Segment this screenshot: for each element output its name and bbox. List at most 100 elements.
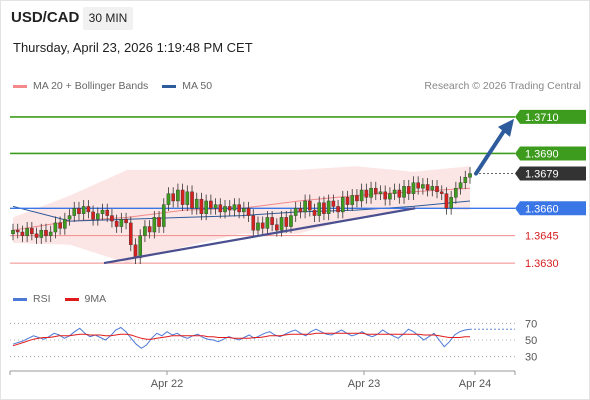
candle-body-51 (251, 215, 256, 231)
candle-body-35 (176, 189, 180, 202)
level-tag-0 (515, 109, 586, 124)
candle-body-20 (105, 209, 110, 216)
candle-body-11 (63, 219, 67, 229)
level-label-5: 1.3630 (525, 258, 559, 270)
candle-body-75 (364, 189, 369, 198)
candle-body-81 (392, 189, 397, 194)
candle-body-90 (435, 186, 439, 193)
candle-body-18 (96, 213, 100, 220)
candle-body-95 (458, 182, 463, 189)
bollinger-bands (12, 166, 471, 264)
level-label-4: 1.3645 (525, 231, 559, 243)
candle-body-38 (190, 191, 194, 209)
candle-body-27 (138, 235, 143, 258)
credit-label: Research © 2026 Trading Central (424, 80, 581, 92)
datetime-label: Thursday, April 23, 2026 1:19:48 PM CET (13, 40, 253, 55)
chart-overlays (103, 118, 514, 265)
candle-body-71 (345, 197, 350, 205)
candle-body-7 (44, 229, 48, 236)
ma9-legend-label: 9MA (84, 293, 107, 305)
candle-body-93 (449, 197, 453, 209)
level-label-0: 1.3710 (525, 112, 559, 124)
candle-body-29 (147, 226, 152, 233)
candle-body-6 (39, 229, 44, 238)
bollinger-band-area (13, 166, 470, 264)
candle-body-59 (289, 215, 293, 227)
candle-body-69 (336, 206, 340, 213)
candle-body-58 (284, 217, 289, 227)
candle-body-73 (355, 195, 359, 202)
timeframe-badge[interactable]: 30 MIN (83, 7, 133, 30)
candle-body-34 (171, 193, 175, 202)
level-label-1: 1.3690 (525, 148, 559, 160)
candle-body-65 (317, 202, 322, 216)
candle-body-1 (15, 229, 20, 233)
candle-body-17 (91, 211, 95, 220)
main-legend: MA 20 + Bollinger Bands MA 50 (13, 80, 212, 92)
ma9-legend-swatch (64, 297, 79, 301)
candle-body-48 (237, 204, 241, 213)
candle-body-8 (48, 231, 53, 236)
price-levels (10, 116, 515, 264)
ma50-legend-label: MA 50 (182, 80, 213, 92)
rsi-panel: 70 50 30 (10, 318, 537, 364)
candle-body-91 (439, 191, 444, 194)
candle-body-85 (411, 182, 416, 194)
candle-body-82 (397, 189, 402, 198)
candle-body-5 (34, 233, 39, 238)
candle-body-14 (77, 208, 81, 214)
candle-body-53 (260, 222, 265, 229)
ma50-legend-swatch (162, 84, 177, 88)
rsi-level-label-0: 70 (525, 318, 537, 330)
candle-body-83 (402, 186, 406, 198)
candle-body-64 (312, 209, 317, 216)
rsi-legend-label: RSI (33, 293, 51, 305)
level-tag-3 (515, 201, 586, 216)
level-tags: 1.3710 1.3690 1.3679 1.3660 1.3645 1.3630 (515, 109, 586, 270)
candle-body-87 (421, 184, 425, 189)
x-tick-label-1: Apr 23 (348, 378, 380, 390)
candle-body-79 (383, 191, 387, 200)
candle-body-25 (128, 222, 133, 246)
candle-body-86 (416, 182, 420, 189)
rsi-level-label-2: 30 (525, 352, 537, 364)
candle-body-96 (463, 177, 468, 183)
rsi-ma9-line (12, 332, 470, 347)
target-arrow-head (498, 118, 514, 137)
candle-body-92 (444, 193, 449, 209)
level-label-3: 1.3660 (525, 203, 559, 215)
candle-body-28 (143, 226, 147, 236)
candle-body-32 (161, 204, 166, 227)
uptrend-line (103, 207, 416, 265)
x-tick-label-2: Apr 24 (459, 378, 491, 390)
candle-body-16 (86, 206, 91, 213)
candle-body-33 (166, 193, 171, 205)
target-arrow-shaft (474, 128, 506, 176)
candle-body-89 (430, 186, 435, 191)
candle-body-44 (218, 204, 223, 213)
candle-body-54 (265, 217, 270, 229)
candle-body-76 (369, 187, 373, 198)
candle-body-24 (124, 219, 128, 224)
candle-body-22 (114, 220, 119, 227)
candle-body-9 (53, 222, 58, 233)
ma20-legend-label: MA 20 + Bollinger Bands (33, 80, 149, 92)
candle-body-0 (11, 229, 15, 235)
candle-body-23 (119, 219, 124, 227)
candle-body-2 (20, 231, 25, 236)
candle-body-62 (303, 200, 307, 213)
ma20-legend-swatch (13, 84, 27, 88)
level-tag-1 (515, 146, 586, 161)
candle-body-74 (359, 189, 364, 202)
candle-body-80 (388, 193, 392, 200)
candle-body-49 (242, 208, 246, 213)
candle-body-43 (213, 204, 218, 209)
candle-body-61 (298, 208, 303, 213)
candle-body-36 (180, 189, 185, 205)
candle-body-57 (279, 217, 284, 231)
x-tick-label-0: Apr 22 (151, 378, 183, 390)
candle-body-30 (152, 217, 157, 233)
candle-body-68 (331, 200, 336, 207)
candle-body-56 (275, 224, 279, 231)
